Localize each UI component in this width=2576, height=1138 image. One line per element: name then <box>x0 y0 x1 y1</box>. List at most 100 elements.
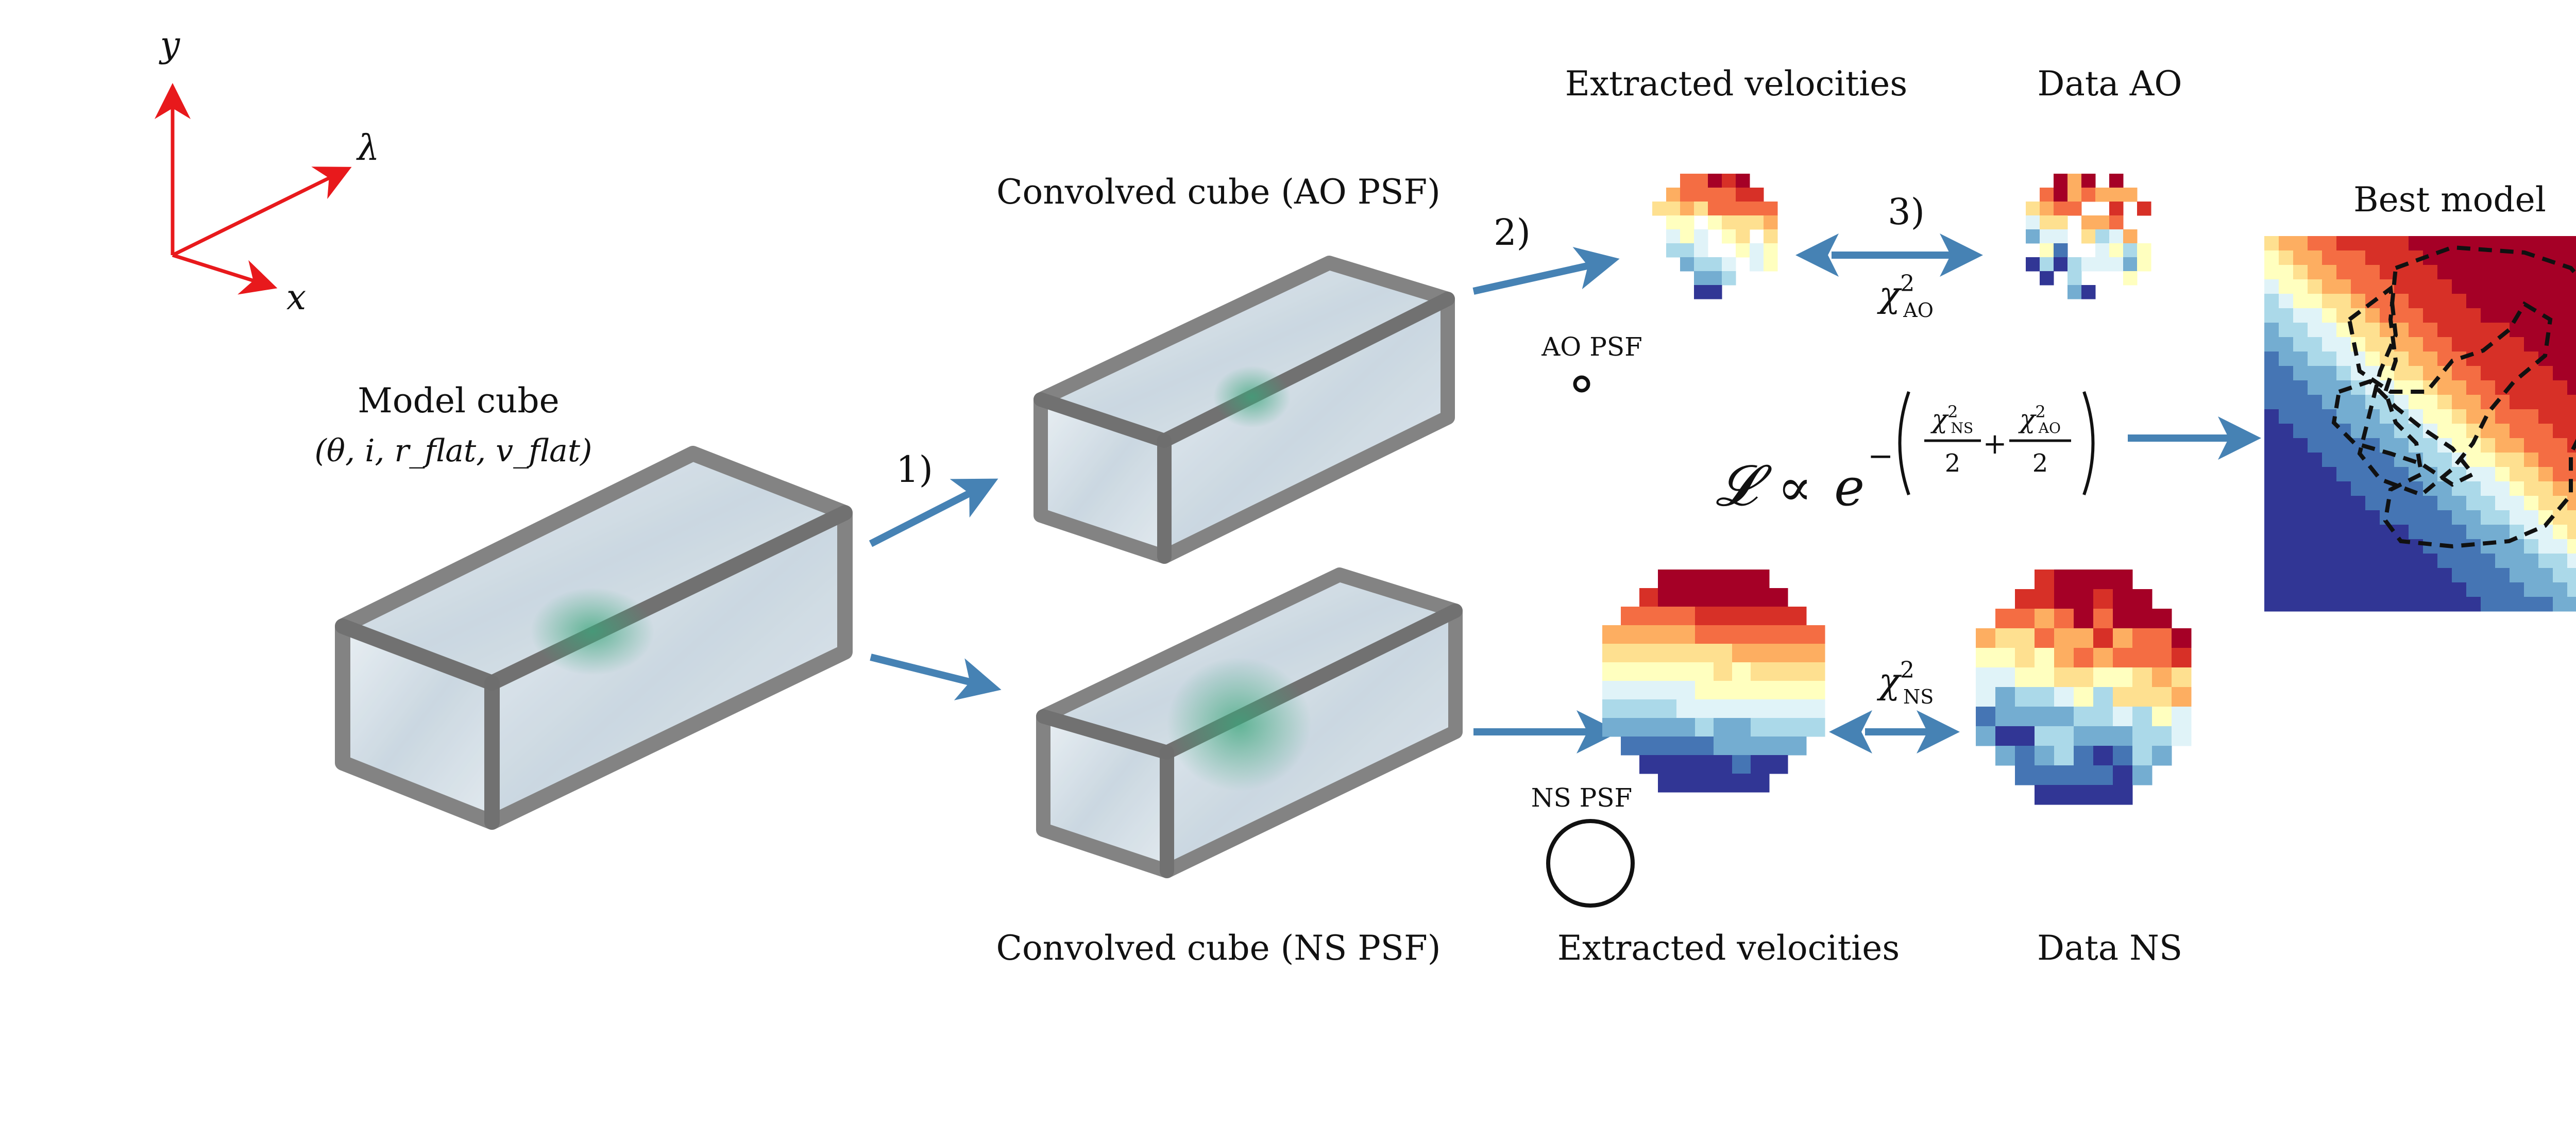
map-pixel <box>2466 568 2481 583</box>
map-pixel <box>2466 582 2481 597</box>
map-pixel <box>1736 215 1750 230</box>
map-pixel <box>2365 279 2380 294</box>
map-pixel <box>1695 699 1714 718</box>
map-pixel <box>1714 644 1733 663</box>
map-pixel <box>2026 202 2040 216</box>
map-pixel <box>2336 453 2351 467</box>
map-pixel <box>1788 699 1807 718</box>
map-pixel <box>2152 726 2172 746</box>
map-pixel <box>2351 236 2366 251</box>
map-pixel <box>2495 366 2510 381</box>
map-pixel <box>1695 588 1714 607</box>
map-pixel <box>2093 628 2113 648</box>
map-pixel <box>2293 496 2308 511</box>
map-pixel <box>2095 229 2110 244</box>
map-pixel <box>2394 438 2409 453</box>
map-pixel <box>2437 395 2452 410</box>
map-pixel <box>1732 755 1751 774</box>
map-pixel <box>1769 644 1788 663</box>
map-pixel <box>2423 323 2438 338</box>
map-pixel <box>1639 699 1658 718</box>
map-pixel <box>2423 294 2438 309</box>
map-pixel <box>2113 785 2133 805</box>
map-pixel <box>2113 648 2133 668</box>
map-pixel <box>2035 726 2055 746</box>
map-pixel <box>2074 570 2094 590</box>
map-pixel <box>2279 481 2294 496</box>
map-pixel <box>1769 755 1788 774</box>
map-pixel <box>2293 409 2308 424</box>
x-axis-label: x <box>286 277 306 318</box>
map-pixel <box>2553 395 2568 410</box>
map-pixel <box>2524 481 2539 496</box>
map-pixel <box>1680 257 1694 272</box>
map-pixel <box>1732 737 1751 756</box>
map-pixel <box>2553 554 2568 568</box>
map-pixel <box>1694 271 1708 286</box>
map-pixel <box>2524 424 2539 439</box>
map-pixel <box>2264 568 2279 583</box>
map-pixel <box>2409 496 2424 511</box>
map-pixel <box>2040 271 2054 286</box>
map-pixel <box>2510 597 2524 612</box>
map-pixel <box>2365 250 2380 265</box>
map-pixel <box>2538 582 2553 597</box>
map-pixel <box>2113 570 2133 590</box>
map-pixel <box>2567 582 2576 597</box>
map-pixel <box>2567 539 2576 554</box>
map-pixel <box>2264 308 2279 323</box>
map-pixel <box>2264 236 2279 251</box>
map-pixel <box>2152 609 2172 629</box>
map-pixel <box>2380 467 2395 482</box>
map-pixel <box>2481 467 2496 482</box>
map-pixel <box>1788 737 1807 756</box>
map-pixel <box>1751 662 1770 681</box>
map-pixel <box>2553 582 2568 597</box>
map-pixel <box>1676 718 1696 737</box>
map-pixel <box>2264 453 2279 467</box>
map-pixel <box>2054 609 2074 629</box>
map-pixel <box>2336 265 2351 280</box>
map-pixel <box>2308 481 2323 496</box>
map-pixel <box>2322 250 2337 265</box>
map-pixel <box>2279 424 2294 439</box>
map-pixel <box>2524 409 2539 424</box>
map-pixel <box>2510 279 2524 294</box>
map-pixel <box>2437 453 2452 467</box>
map-pixel <box>2466 453 2481 467</box>
map-pixel <box>2437 409 2452 424</box>
map-pixel <box>2067 174 2082 188</box>
map-pixel <box>2336 510 2351 525</box>
map-pixel <box>1736 243 1750 258</box>
map-pixel <box>2293 308 2308 323</box>
map-pixel <box>2109 229 2124 244</box>
map-pixel <box>2423 308 2438 323</box>
map-pixel <box>2026 215 2040 230</box>
map-pixel <box>2293 279 2308 294</box>
map-pixel <box>2437 279 2452 294</box>
map-pixel <box>2095 188 2110 202</box>
map-pixel <box>2067 285 2082 299</box>
map-pixel <box>2495 409 2510 424</box>
map-pixel <box>2567 352 2576 366</box>
map-pixel <box>2308 308 2323 323</box>
map-pixel <box>2308 539 2323 554</box>
map-pixel <box>2538 279 2553 294</box>
map-pixel <box>2137 202 2151 216</box>
map-pixel <box>2293 597 2308 612</box>
map-pixel <box>2495 467 2510 482</box>
map-pixel <box>2553 510 2568 525</box>
map-pixel <box>2074 785 2094 805</box>
map-pixel <box>1602 625 1621 644</box>
map-pixel <box>2524 554 2539 568</box>
map-pixel <box>2015 589 2035 609</box>
map-pixel <box>2308 250 2323 265</box>
map-pixel <box>2054 243 2068 258</box>
map-pixel <box>2567 424 2576 439</box>
map-pixel <box>2365 597 2380 612</box>
map-pixel <box>2293 265 2308 280</box>
map-pixel <box>2452 582 2467 597</box>
map-pixel <box>1714 607 1733 626</box>
map-pixel <box>2481 308 2496 323</box>
map-pixel <box>2351 294 2366 309</box>
